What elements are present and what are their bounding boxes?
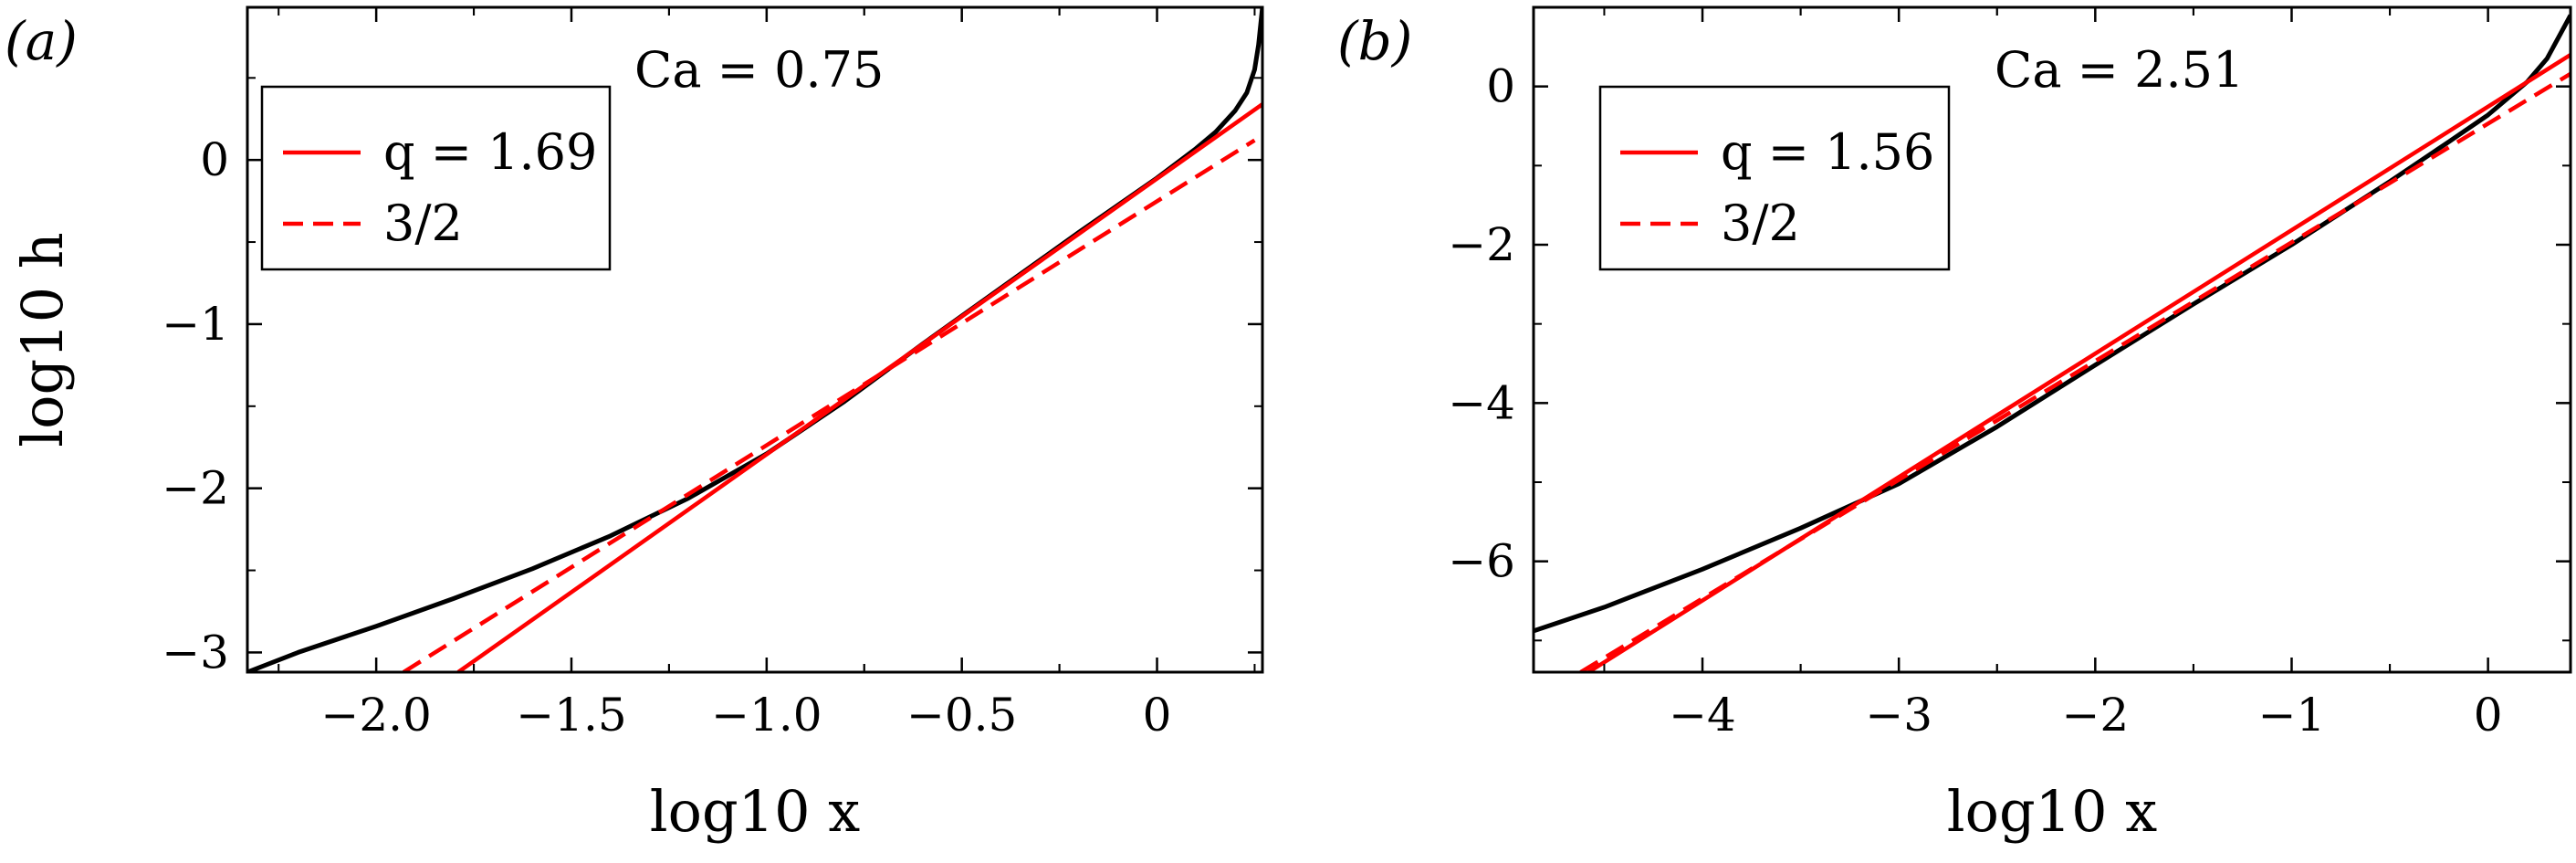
panel-a-ytick-label: −2 xyxy=(162,462,229,515)
panel-a-legend-box xyxy=(260,85,612,271)
panel-a-ca-annotation: Ca = 0.75 xyxy=(634,41,884,99)
panel-a-plot-area: −2.0 −1.5 −1.0 −0.5 0 −3 −2 −1 0 xyxy=(162,5,1264,742)
panel-b-xtick-label: −4 xyxy=(1669,689,1736,742)
panel-a-xtick-label: −1.5 xyxy=(516,689,626,742)
panel-a-legend-fit-label: q = 1.69 xyxy=(383,123,597,181)
panel-b-ytick-label: −2 xyxy=(1448,218,1515,271)
panel-b-ytick-label: 0 xyxy=(1486,60,1515,113)
panel-a-xtick-label: 0 xyxy=(1143,689,1172,742)
panel-b-xtick-label: −3 xyxy=(1865,689,1932,742)
panel-b-plot-area: −4 −3 −2 −1 0 −6 −4 −2 0 xyxy=(1448,5,2572,742)
panel-b-ytick-label: −4 xyxy=(1448,376,1515,429)
panel-b-xtick-label: −1 xyxy=(2258,689,2326,742)
panel-b-xtick-label: 0 xyxy=(2474,689,2503,742)
panel-b-series-profile xyxy=(1534,14,2571,634)
panel-a-label: (a) xyxy=(5,10,78,72)
panel-b-legend-fit-label: q = 1.56 xyxy=(1721,123,1934,181)
panel-a-xtick-label: −0.5 xyxy=(906,689,1017,742)
panel-b-legend: q = 1.56 3/2 xyxy=(1598,85,1951,271)
panel-a: (a) Ca = 0.75 −2.0 −1.5 −1.0 −0.5 0 −3 −2 −1 0 q… xyxy=(5,5,1264,845)
panel-a-legend: q = 1.69 3/2 xyxy=(260,85,612,271)
panel-b-legend-ref-label: 3/2 xyxy=(1721,195,1800,252)
panel-a-xlabel: log10 x xyxy=(650,778,860,845)
panel-b-label: (b) xyxy=(1337,10,1412,72)
panel-a-ylabel: log10 h xyxy=(9,232,76,447)
panel-b-series-reference xyxy=(1579,71,2571,672)
panel-a-ytick-label: −1 xyxy=(162,298,229,351)
panel-b: (b) Ca = 2.51 −4 −3 −2 −1 0 −6 −4 −2 0 q = 1.56 … xyxy=(1337,5,2572,845)
panel-b-legend-box xyxy=(1598,85,1951,271)
panel-b-ca-annotation: Ca = 2.51 xyxy=(1995,41,2244,99)
panel-a-xtick-label: −2.0 xyxy=(320,689,431,742)
panel-a-ytick-label: 0 xyxy=(200,133,229,186)
panel-a-xtick-label: −1.0 xyxy=(711,689,822,742)
panel-a-legend-ref-label: 3/2 xyxy=(383,195,463,252)
panel-b-axes-frame xyxy=(1532,5,2572,674)
panel-b-ytick-label: −6 xyxy=(1448,535,1515,588)
panel-a-axes-frame xyxy=(246,5,1264,674)
panel-a-series-fit xyxy=(456,102,1262,672)
panel-b-xtick-label: −2 xyxy=(2061,689,2129,742)
panel-a-series-reference xyxy=(402,138,1256,672)
panel-b-xlabel: log10 x xyxy=(1947,778,2157,845)
panel-a-ytick-label: −3 xyxy=(162,626,229,679)
